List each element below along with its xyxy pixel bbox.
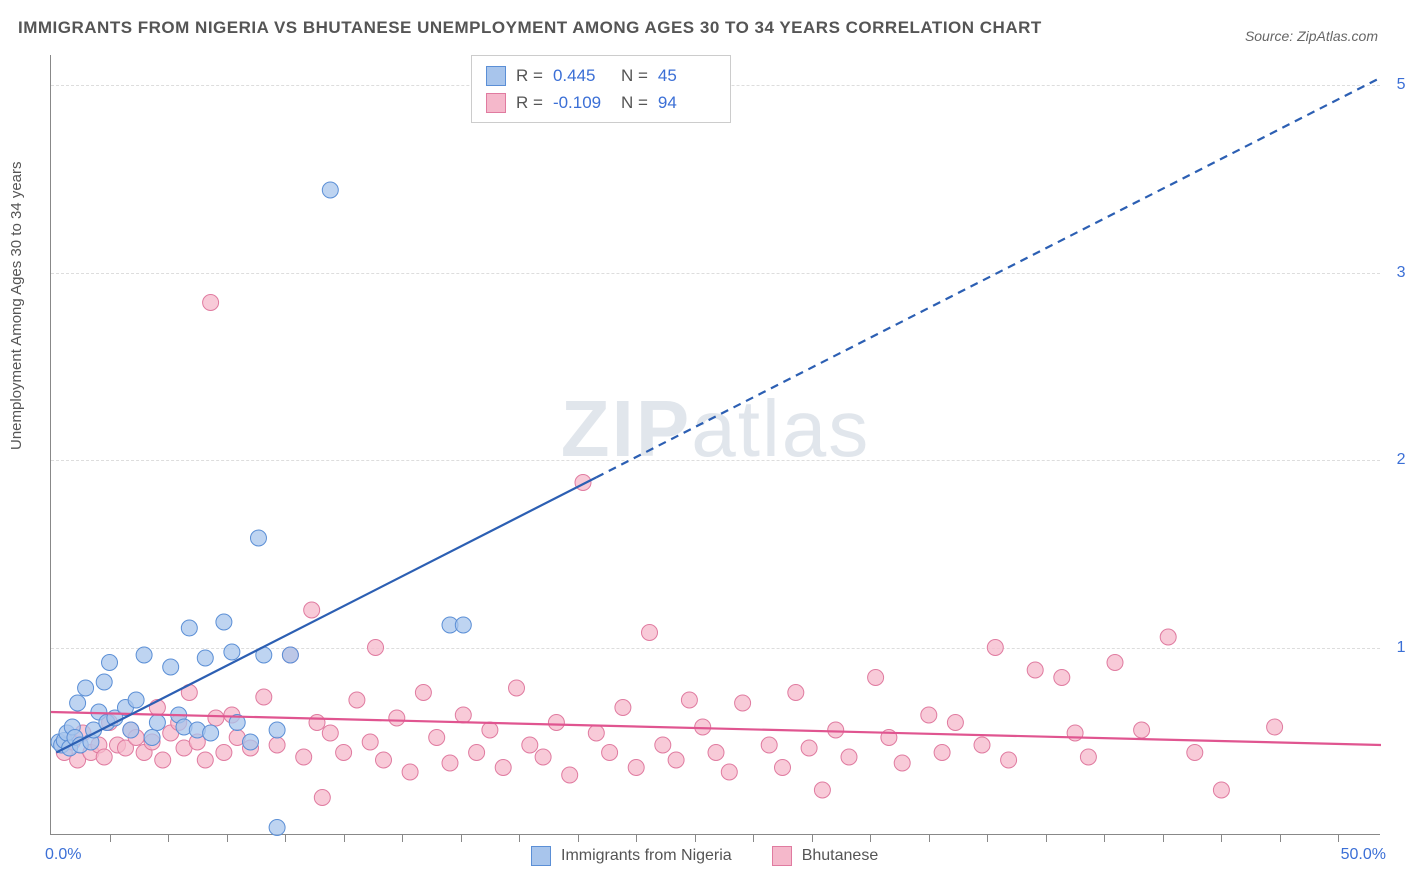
legend-swatch-series2 bbox=[772, 846, 792, 866]
stat-n-label: N = bbox=[621, 89, 648, 116]
plot-area: ZIPatlas 12.5%25.0%37.5%50.0% R = 0.445 … bbox=[50, 55, 1380, 835]
y-axis-label: Unemployment Among Ages 30 to 34 years bbox=[8, 161, 25, 450]
y-tick-label: 50.0% bbox=[1397, 76, 1406, 94]
legend-item-series2: Bhutanese bbox=[772, 846, 879, 866]
legend: Immigrants from Nigeria Bhutanese bbox=[531, 846, 878, 866]
chart-title: IMMIGRANTS FROM NIGERIA VS BHUTANESE UNE… bbox=[18, 18, 1042, 38]
y-tick-label: 12.5% bbox=[1397, 639, 1406, 657]
stats-box: R = 0.445 N = 45 R = -0.109 N = 94 bbox=[471, 55, 731, 123]
y-tick-label: 25.0% bbox=[1397, 451, 1406, 469]
stats-row-series1: R = 0.445 N = 45 bbox=[486, 62, 716, 89]
source-attribution: Source: ZipAtlas.com bbox=[1245, 28, 1378, 44]
stat-r2-value: -0.109 bbox=[553, 89, 611, 116]
y-tick-label: 37.5% bbox=[1397, 264, 1406, 282]
stat-n2-value: 94 bbox=[658, 89, 716, 116]
legend-item-series1: Immigrants from Nigeria bbox=[531, 846, 732, 866]
swatch-series1 bbox=[486, 66, 506, 86]
legend-swatch-series1 bbox=[531, 846, 551, 866]
stat-n1-value: 45 bbox=[658, 62, 716, 89]
stat-r-label: R = bbox=[516, 62, 543, 89]
stat-r-label: R = bbox=[516, 89, 543, 116]
x-tick-0: 0.0% bbox=[45, 846, 81, 864]
x-tick-50: 50.0% bbox=[1341, 846, 1386, 864]
stats-row-series2: R = -0.109 N = 94 bbox=[486, 89, 716, 116]
legend-label-series1: Immigrants from Nigeria bbox=[561, 847, 732, 865]
swatch-series2 bbox=[486, 93, 506, 113]
legend-label-series2: Bhutanese bbox=[802, 847, 879, 865]
scatter-svg bbox=[51, 55, 1380, 834]
stat-n-label: N = bbox=[621, 62, 648, 89]
stat-r1-value: 0.445 bbox=[553, 62, 611, 89]
